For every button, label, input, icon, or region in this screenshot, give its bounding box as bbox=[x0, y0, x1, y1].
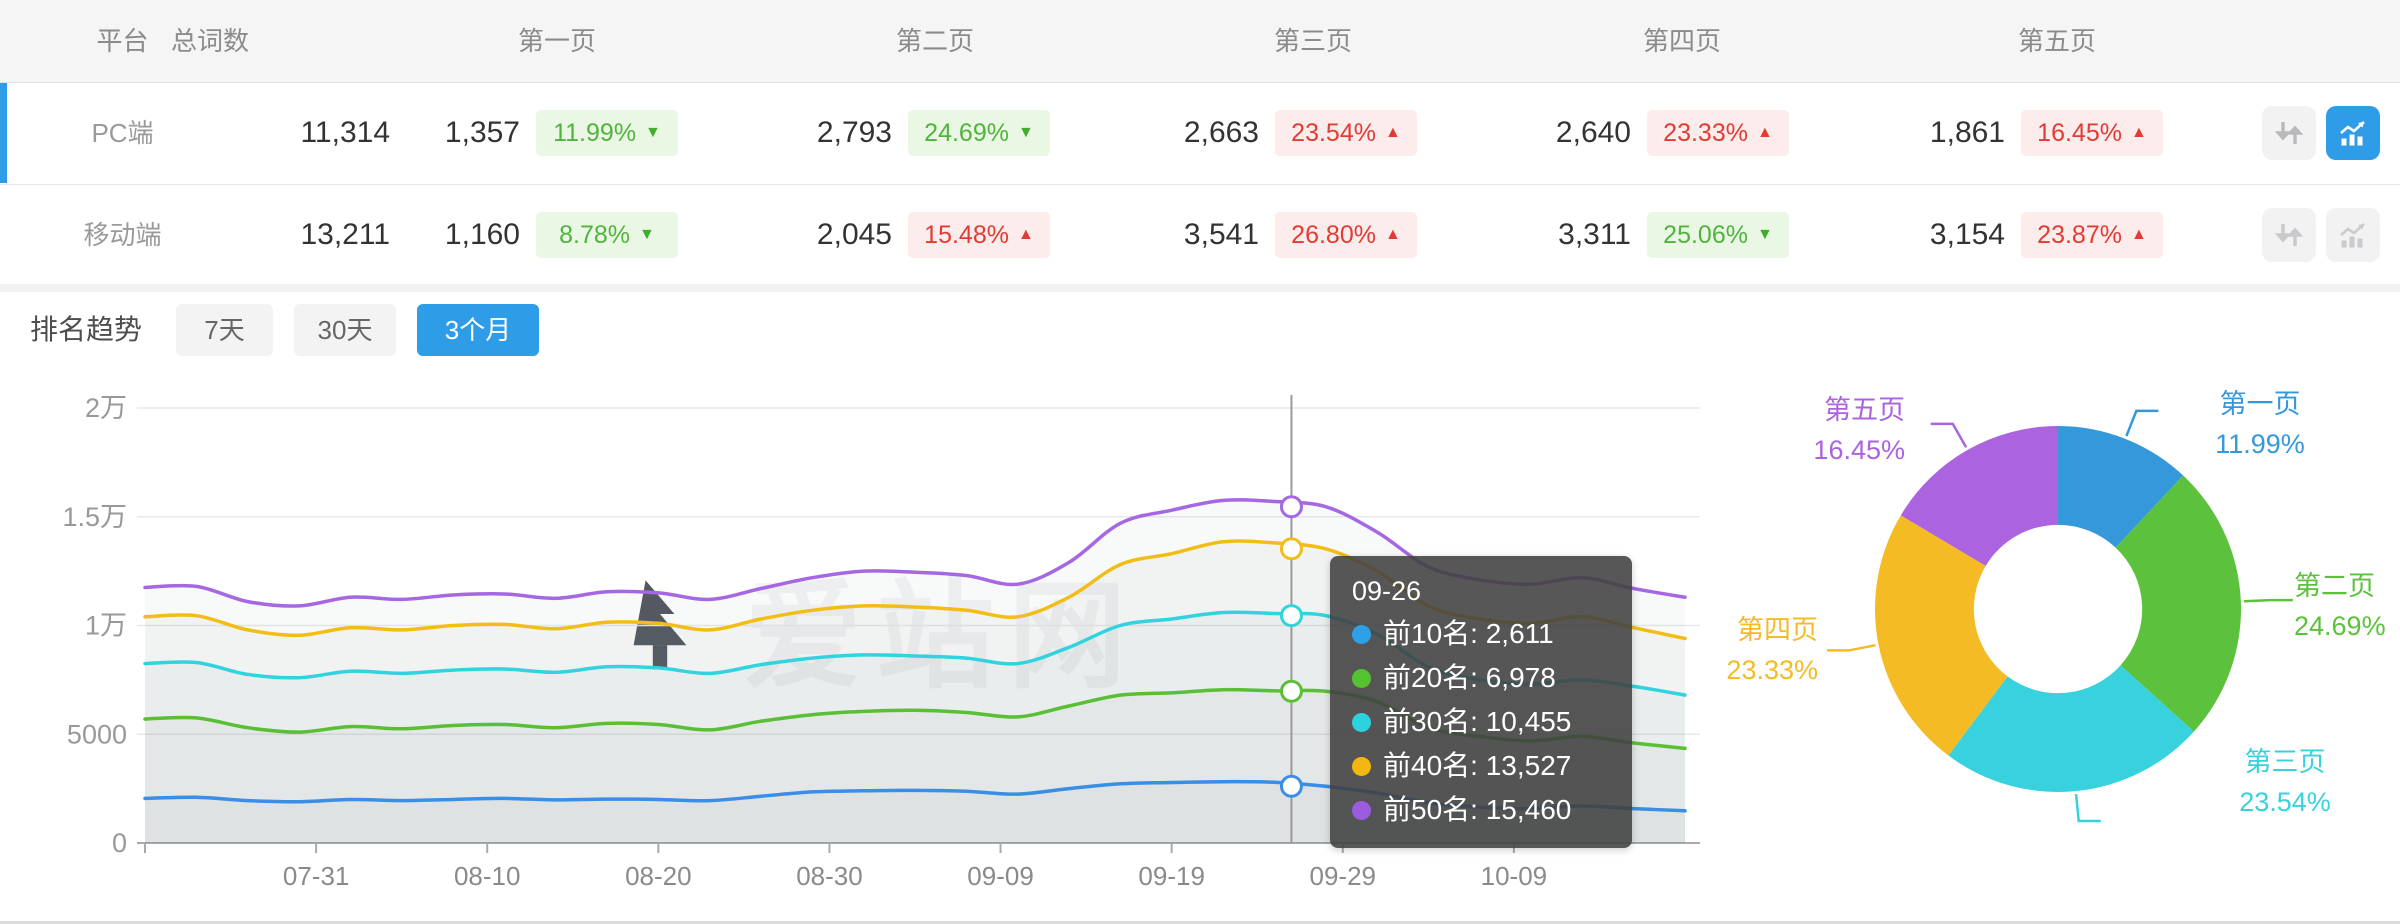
table-row[interactable]: 移动端 13,211 1,160 8.78% ▼ 2,045 15.48% ▲ 3,54… bbox=[0, 184, 2400, 285]
col-header-page1: 第一页 bbox=[517, 26, 596, 56]
page1-change-badge: 8.78% ▼ bbox=[536, 212, 678, 258]
trend-chart-button[interactable] bbox=[2326, 208, 2380, 262]
section-divider bbox=[0, 284, 2400, 292]
tooltip-row: 前20名: 6,978 bbox=[1352, 656, 1610, 700]
tooltip-row: 前50名: 15,460 bbox=[1352, 788, 1610, 832]
sort-arrows-icon bbox=[2274, 224, 2304, 246]
col-header-page5: 第五页 bbox=[2017, 26, 2096, 56]
line-chart-icon bbox=[2340, 121, 2365, 146]
svg-text:2万: 2万 bbox=[85, 393, 127, 423]
trend-arrow-icon: ▲ bbox=[2130, 124, 2147, 141]
svg-text:0: 0 bbox=[112, 828, 127, 858]
total-words-value: 13,211 bbox=[300, 218, 390, 251]
page2-change-badge: 24.69% ▼ bbox=[908, 110, 1050, 156]
trend-arrow-icon: ▼ bbox=[639, 226, 655, 243]
donut-label-page5: 第五页 16.45% bbox=[1813, 395, 1905, 465]
sort-arrows-icon bbox=[2274, 122, 2304, 144]
page4-count: 2,640 bbox=[1555, 116, 1631, 149]
sort-button[interactable] bbox=[2262, 106, 2316, 160]
page2-count: 2,045 bbox=[816, 218, 892, 251]
tooltip-row: 前10名: 2,611 bbox=[1352, 612, 1610, 656]
page3-count: 3,541 bbox=[1183, 218, 1259, 251]
page5-change-badge: 23.87% ▲ bbox=[2021, 212, 2163, 258]
page5-count: 3,154 bbox=[1929, 218, 2005, 251]
page4-change-badge: 25.06% ▼ bbox=[1647, 212, 1789, 258]
series-dot-icon bbox=[1352, 756, 1371, 776]
svg-text:09-29: 09-29 bbox=[1310, 861, 1377, 891]
trend-arrow-icon: ▼ bbox=[1756, 226, 1773, 243]
total-words-value: 11,314 bbox=[300, 116, 390, 149]
tab-30days[interactable]: 30天 bbox=[294, 304, 396, 356]
page5-change-badge: 16.45% ▲ bbox=[2021, 110, 2163, 156]
donut-label-page2: 第二页 24.69% bbox=[2294, 571, 2386, 641]
page5-count: 1,861 bbox=[1929, 116, 2005, 149]
svg-text:08-20: 08-20 bbox=[625, 861, 692, 891]
col-header-page3: 第三页 bbox=[1273, 26, 1352, 56]
line-chart-icon bbox=[2340, 223, 2365, 248]
series-dot-icon bbox=[1352, 712, 1371, 732]
page2-change-badge: 15.48% ▲ bbox=[908, 212, 1050, 258]
sort-button[interactable] bbox=[2262, 208, 2316, 262]
series-dot-icon bbox=[1352, 800, 1371, 820]
svg-text:08-30: 08-30 bbox=[796, 861, 863, 891]
tooltip-date: 09-26 bbox=[1352, 576, 1422, 606]
page3-change-badge: 26.80% ▲ bbox=[1275, 212, 1417, 258]
page-distribution-donut-chart[interactable] bbox=[1600, 340, 2400, 900]
trend-arrow-icon: ▲ bbox=[1384, 124, 1401, 141]
tab-7days[interactable]: 7天 bbox=[176, 304, 273, 356]
trend-arrow-icon: ▲ bbox=[2130, 226, 2147, 243]
page4-count: 3,311 bbox=[1558, 218, 1631, 251]
donut-label-page1: 第一页 11.99% bbox=[2215, 389, 2305, 459]
col-header-page4: 第四页 bbox=[1642, 26, 1721, 56]
svg-text:09-09: 09-09 bbox=[967, 861, 1034, 891]
svg-text:1.5万: 1.5万 bbox=[62, 502, 127, 532]
series-dot-icon bbox=[1352, 624, 1371, 644]
trend-arrow-icon: ▲ bbox=[1017, 226, 1034, 243]
page3-count: 2,663 bbox=[1183, 116, 1259, 149]
rank-trend-line-chart[interactable]: 0 5000 1万 1.5万 2万 07-31 08-10 08-20 08-30 09-09 09… bbox=[0, 370, 1760, 910]
page1-count: 1,160 bbox=[444, 218, 520, 251]
svg-text:07-31: 07-31 bbox=[283, 861, 350, 891]
svg-text:5000: 5000 bbox=[67, 719, 127, 749]
col-header-total: 总词数 bbox=[170, 26, 249, 56]
trend-arrow-icon: ▲ bbox=[1756, 124, 1773, 141]
trend-chart-button[interactable] bbox=[2326, 106, 2380, 160]
svg-text:1万: 1万 bbox=[85, 611, 127, 641]
platform-label: 移动端 bbox=[83, 220, 162, 250]
page1-count: 1,357 bbox=[444, 116, 520, 149]
page3-change-badge: 23.54% ▲ bbox=[1275, 110, 1417, 156]
page2-count: 2,793 bbox=[816, 116, 892, 149]
tab-3months[interactable]: 3个月 bbox=[417, 304, 539, 356]
table-row[interactable]: PC端 11,314 1,357 11.99% ▼ 2,793 24.69% ▼ 2,6… bbox=[0, 83, 2400, 183]
platform-label: PC端 bbox=[91, 118, 154, 148]
tooltip-row: 前30名: 10,455 bbox=[1352, 700, 1610, 744]
donut-label-page4: 第四页 23.33% bbox=[1726, 615, 1818, 685]
series-dot-icon bbox=[1352, 668, 1371, 688]
svg-text:08-10: 08-10 bbox=[454, 861, 521, 891]
trend-section-title: 排名趋势 bbox=[30, 314, 143, 345]
chart-tooltip: 09-26 前10名: 2,611 前20名: 6,978 前30名: 10,4… bbox=[1330, 556, 1632, 848]
col-header-platform: 平台 bbox=[96, 26, 149, 56]
table-header: 平台 总词数 第一页 第二页 第三页 第四页 第五页 bbox=[0, 0, 2400, 83]
trend-arrow-icon: ▼ bbox=[1017, 124, 1034, 141]
trend-arrow-icon: ▲ bbox=[1384, 226, 1401, 243]
page1-change-badge: 11.99% ▼ bbox=[536, 110, 678, 156]
page4-change-badge: 23.33% ▲ bbox=[1647, 110, 1789, 156]
col-header-page2: 第二页 bbox=[895, 26, 974, 56]
svg-text:09-19: 09-19 bbox=[1138, 861, 1205, 891]
svg-text:10-09: 10-09 bbox=[1481, 861, 1548, 891]
trend-arrow-icon: ▼ bbox=[645, 124, 661, 141]
tooltip-row: 前40名: 13,527 bbox=[1352, 744, 1610, 788]
donut-label-page3: 第三页 23.54% bbox=[2239, 747, 2331, 817]
